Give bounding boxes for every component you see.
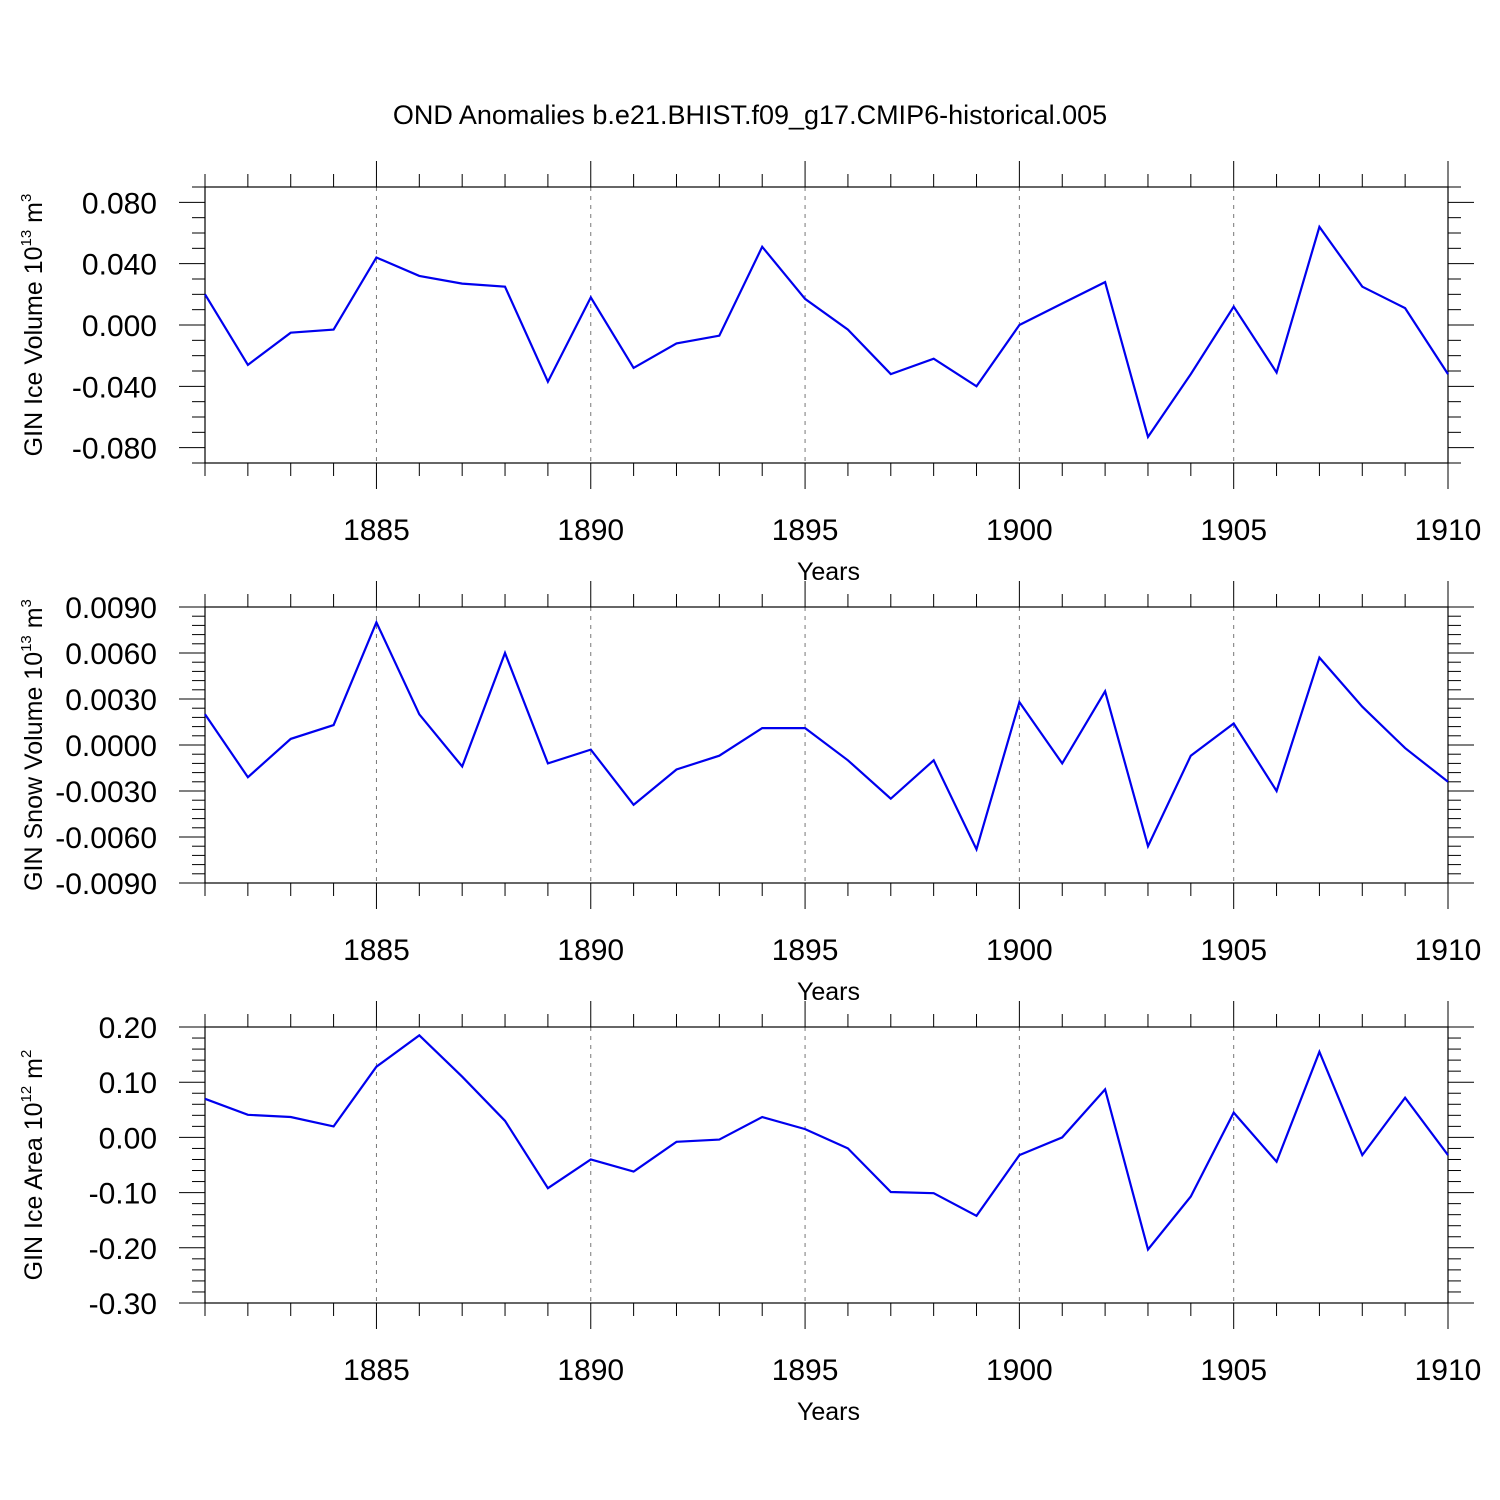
y-tick-label: -0.10 bbox=[89, 1178, 157, 1211]
y-tick-label: -0.30 bbox=[89, 1288, 157, 1321]
y-axis-unit-exponent: 3 bbox=[18, 599, 35, 607]
y-axis-label: GIN Snow Volume 1013 m3 bbox=[18, 599, 48, 891]
y-tick-label: 0.040 bbox=[82, 249, 157, 282]
y-axis-unit: m bbox=[20, 202, 48, 230]
x-tick-label: 1900 bbox=[986, 934, 1053, 967]
y-axis-unit: m bbox=[20, 607, 48, 635]
panel-1: 1885 1890 1895 1900 1905 1910 Years 0.080 0.040 0… bbox=[18, 161, 1481, 586]
x-tick-label: 1900 bbox=[986, 514, 1053, 547]
x-tick-label: 1885 bbox=[343, 1354, 410, 1387]
y-tick-label: 0.000 bbox=[82, 310, 157, 343]
x-axis-label: Years bbox=[797, 558, 860, 586]
y-tick-label: -0.0090 bbox=[55, 868, 157, 901]
x-tick-label: 1895 bbox=[772, 514, 839, 547]
y-tick-label: 0.0060 bbox=[65, 638, 157, 671]
series-line bbox=[204, 1033, 1449, 1252]
x-tick-label: 1905 bbox=[1200, 934, 1267, 967]
y-tick-label: 0.00 bbox=[99, 1122, 157, 1155]
panel-3: 1885 1890 1895 1900 1905 1910 Years 0.20 0.10 0.0… bbox=[18, 1001, 1481, 1426]
y-axis-unit-exponent: 3 bbox=[18, 194, 35, 202]
y-axis-unit-exponent: 2 bbox=[18, 1050, 35, 1058]
plot-frame bbox=[204, 186, 1449, 464]
series-line bbox=[204, 619, 1449, 853]
x-axis-label: Years bbox=[797, 978, 860, 1006]
x-axis-label: Years bbox=[797, 1398, 860, 1426]
y-axis-label: GIN Ice Volume 1013 m3 bbox=[18, 194, 48, 457]
y-tick-label: -0.040 bbox=[72, 371, 157, 404]
y-tick-label: -0.0030 bbox=[55, 776, 157, 809]
y-tick-label: 0.0030 bbox=[65, 684, 157, 717]
x-tick-label: 1890 bbox=[557, 1354, 624, 1387]
y-axis-label-text: GIN Ice Area 10 bbox=[20, 1102, 48, 1280]
series-line bbox=[204, 224, 1449, 440]
y-tick-label: -0.20 bbox=[89, 1233, 157, 1266]
y-axis-exponent: 13 bbox=[18, 230, 35, 247]
y-axis-exponent: 12 bbox=[18, 1086, 35, 1103]
y-tick-label: -0.080 bbox=[72, 433, 157, 466]
y-axis-label: GIN Ice Area 1012 m2 bbox=[18, 1050, 48, 1281]
y-axis-label-text: GIN Snow Volume 10 bbox=[20, 652, 48, 891]
y-tick-label: -0.0060 bbox=[55, 822, 157, 855]
x-tick-label: 1910 bbox=[1415, 1354, 1482, 1387]
x-tick-label: 1910 bbox=[1415, 514, 1482, 547]
x-tick-label: 1890 bbox=[557, 514, 624, 547]
y-axis-unit: m bbox=[20, 1058, 48, 1086]
y-tick-label: 0.0090 bbox=[65, 592, 157, 625]
x-tick-label: 1895 bbox=[772, 934, 839, 967]
x-tick-label: 1890 bbox=[557, 934, 624, 967]
x-tick-label: 1895 bbox=[772, 1354, 839, 1387]
y-tick-label: 0.080 bbox=[82, 187, 157, 220]
plot-frame bbox=[204, 1026, 1449, 1304]
y-tick-label: 0.10 bbox=[99, 1067, 157, 1100]
y-tick-label: 0.0000 bbox=[65, 730, 157, 763]
x-tick-label: 1910 bbox=[1415, 934, 1482, 967]
x-tick-label: 1905 bbox=[1200, 1354, 1267, 1387]
chart-title: OND Anomalies b.e21.BHIST.f09_g17.CMIP6-… bbox=[393, 100, 1107, 130]
y-axis-label-text: GIN Ice Volume 10 bbox=[20, 246, 48, 456]
y-tick-label: 0.20 bbox=[99, 1012, 157, 1045]
y-axis-exponent: 13 bbox=[18, 635, 35, 652]
x-tick-label: 1905 bbox=[1200, 514, 1267, 547]
x-tick-label: 1885 bbox=[343, 934, 410, 967]
x-tick-label: 1885 bbox=[343, 514, 410, 547]
x-tick-label: 1900 bbox=[986, 1354, 1053, 1387]
panel-2: 1885 1890 1895 1900 1905 1910 Years 0.0090 0.006… bbox=[18, 581, 1481, 1006]
